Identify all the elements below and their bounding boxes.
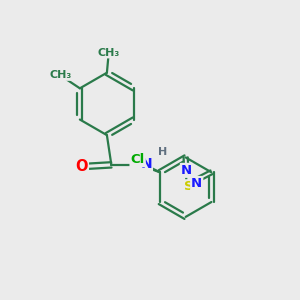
Text: N: N — [140, 157, 152, 171]
Text: Cl: Cl — [130, 153, 145, 166]
Text: N: N — [181, 164, 192, 177]
Text: CH₃: CH₃ — [50, 70, 72, 80]
Text: H: H — [158, 147, 167, 158]
Text: CH₃: CH₃ — [97, 47, 119, 58]
Text: S: S — [184, 180, 194, 193]
Text: N: N — [191, 177, 202, 190]
Text: O: O — [75, 159, 88, 174]
